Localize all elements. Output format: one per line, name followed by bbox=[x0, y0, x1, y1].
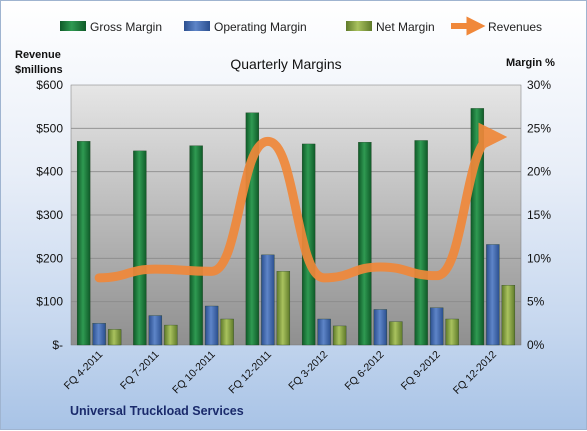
right-tick-label: 5% bbox=[527, 295, 545, 309]
left-tick-label: $- bbox=[52, 338, 63, 352]
left-tick-label: $200 bbox=[36, 251, 63, 265]
left-axis-label-line2: $millions bbox=[15, 64, 63, 76]
bar-gross-margin bbox=[190, 146, 203, 345]
bar-gross-margin bbox=[358, 142, 371, 345]
left-tick-label: $300 bbox=[36, 208, 63, 222]
bar-gross-margin bbox=[77, 141, 90, 345]
bar-gross-margin bbox=[133, 151, 146, 345]
left-tick-label: $500 bbox=[36, 121, 63, 135]
x-tick-label: FQ 4-2011 bbox=[62, 349, 106, 393]
bar-net-margin bbox=[502, 285, 515, 345]
bar-net-margin bbox=[277, 271, 290, 345]
legend-label-gross-margin: Gross Margin bbox=[90, 20, 162, 34]
bar-operating-margin bbox=[374, 309, 387, 345]
bar-net-margin bbox=[221, 319, 234, 345]
bar-net-margin bbox=[446, 319, 459, 345]
left-tick-label: $600 bbox=[36, 78, 63, 92]
legend-label-operating-margin: Operating Margin bbox=[214, 20, 307, 34]
legend-swatch-gross-margin bbox=[60, 21, 86, 31]
right-axis-label: Margin % bbox=[506, 57, 555, 69]
right-axis-ticks: 0% 5% 10% 15% 20% 25% 30% bbox=[527, 78, 551, 352]
left-tick-label: $100 bbox=[36, 295, 63, 309]
bar-operating-margin bbox=[261, 255, 274, 345]
right-tick-label: 15% bbox=[527, 208, 551, 222]
x-tick-label: FQ 12-2012 bbox=[451, 349, 499, 397]
x-tick-label: FQ 10-2011 bbox=[170, 349, 218, 397]
x-tick-label: FQ 12-2011 bbox=[226, 349, 274, 397]
legend: Gross Margin Operating Margin Net Margin… bbox=[60, 20, 542, 34]
legend-swatch-operating-margin bbox=[184, 21, 210, 31]
legend-swatch-net-margin bbox=[346, 21, 372, 31]
x-tick-label: FQ 3-2012 bbox=[286, 349, 330, 393]
right-tick-label: 10% bbox=[527, 251, 551, 265]
chart-title: Quarterly Margins bbox=[230, 56, 341, 72]
bar-gross-margin bbox=[415, 140, 428, 345]
bar-operating-margin bbox=[318, 319, 331, 345]
x-tick-label: FQ 6-2012 bbox=[343, 349, 387, 393]
bar-net-margin bbox=[164, 325, 177, 345]
right-tick-label: 20% bbox=[527, 165, 551, 179]
x-tick-label: FQ 7-2011 bbox=[118, 349, 162, 393]
x-tick-label: FQ 9-2012 bbox=[399, 349, 443, 393]
right-tick-label: 0% bbox=[527, 338, 545, 352]
bar-net-margin bbox=[108, 329, 121, 345]
bar-operating-margin bbox=[486, 244, 499, 345]
bar-net-margin bbox=[333, 326, 346, 345]
bar-operating-margin bbox=[149, 316, 162, 345]
right-tick-label: 30% bbox=[527, 78, 551, 92]
bar-operating-margin bbox=[430, 308, 443, 345]
right-tick-label: 25% bbox=[527, 121, 551, 135]
legend-label-net-margin: Net Margin bbox=[376, 20, 435, 34]
left-axis-label-line1: Revenue bbox=[15, 49, 61, 61]
bar-operating-margin bbox=[93, 323, 106, 345]
left-axis-ticks: $- $100 $200 $300 $400 $500 $600 bbox=[36, 78, 63, 352]
left-tick-label: $400 bbox=[36, 165, 63, 179]
bar-operating-margin bbox=[205, 306, 218, 345]
footer-company-name: Universal Truckload Services bbox=[70, 404, 244, 418]
legend-label-revenues: Revenues bbox=[488, 20, 542, 34]
bar-net-margin bbox=[389, 322, 402, 345]
